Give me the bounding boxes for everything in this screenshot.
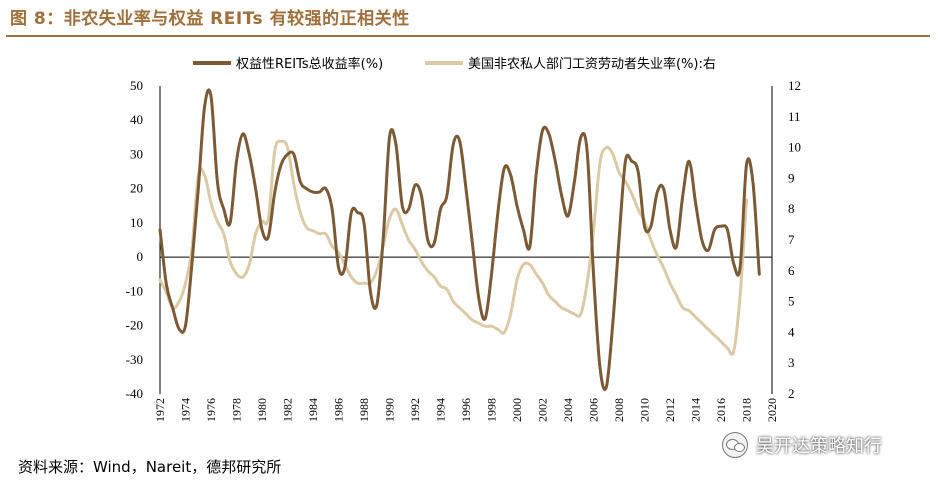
- x-tick-label: 1994: [434, 398, 448, 422]
- left-tick-label: 30: [130, 146, 143, 161]
- x-tick-label: 2018: [740, 398, 754, 422]
- wechat-icon: [722, 432, 748, 458]
- right-tick-label: 9: [788, 170, 795, 185]
- x-tick-label: 1996: [459, 398, 473, 422]
- x-tick-label: 1976: [204, 398, 218, 422]
- right-tick-label: 3: [788, 355, 795, 370]
- watermark-text: 吴开达策略知行: [756, 436, 882, 457]
- left-tick-label: -20: [126, 318, 143, 333]
- x-axis-ticks: 1972 1974 1976 1978 1980 1982 1984 1986 1988 1990…: [153, 398, 779, 422]
- x-tick-label: 2002: [536, 398, 550, 422]
- x-tick-label: 2008: [612, 398, 626, 422]
- x-tick-label: 2006: [587, 398, 601, 422]
- watermark: 吴开达策略知行: [722, 432, 882, 458]
- x-tick-label: 2020: [765, 398, 779, 422]
- title-divider: [6, 35, 930, 37]
- right-tick-label: 7: [788, 232, 795, 247]
- x-tick-label: 1982: [281, 398, 295, 422]
- series-line-reits: [158, 88, 761, 391]
- right-tick-label: 12: [788, 78, 801, 93]
- left-tick-label: -30: [126, 352, 143, 367]
- left-tick-label: 0: [137, 249, 144, 264]
- x-tick-label: 2012: [663, 398, 677, 422]
- right-tick-label: 2: [788, 386, 795, 401]
- x-tick-label: 1988: [357, 398, 371, 422]
- x-tick-label: 2000: [510, 398, 524, 422]
- x-tick-label: 2004: [561, 398, 575, 422]
- left-axis-ticks: 50 40 30 20 10 0 -10 -20 -30 -40: [126, 78, 143, 401]
- left-tick-label: -10: [126, 283, 143, 298]
- legend-label-unemployment: 美国非农私人部门工资劳动者失业率(%):右: [468, 56, 716, 72]
- left-tick-label: 10: [130, 215, 143, 230]
- x-tick-label: 1998: [485, 398, 499, 422]
- x-tick-label: 1980: [255, 398, 269, 422]
- left-tick-label: 50: [130, 78, 143, 93]
- right-axis-ticks: 12 11 10 9 8 7 6 5 4 3 2: [788, 78, 801, 401]
- x-tick-label: 2010: [638, 398, 652, 422]
- x-tick-label: 2014: [689, 398, 703, 422]
- x-tick-label: 1972: [153, 398, 167, 422]
- right-tick-label: 5: [788, 294, 795, 309]
- chart-title: 图 8：非农失业率与权益 REITs 有较强的正相关性: [10, 9, 410, 29]
- left-tick-label: 40: [130, 112, 143, 127]
- series-line-unemployment: [158, 139, 748, 356]
- legend-label-reits: 权益性REITs总收益率(%): [236, 56, 383, 72]
- right-tick-label: 10: [788, 140, 801, 155]
- right-tick-label: 8: [788, 201, 795, 216]
- x-tick-label: 1984: [306, 398, 320, 422]
- x-tick-label: 1978: [230, 398, 244, 422]
- right-tick-label: 11: [788, 109, 801, 124]
- left-tick-label: 20: [130, 181, 143, 196]
- left-tick-label: -40: [126, 386, 143, 401]
- x-tick-label: 1974: [179, 398, 193, 422]
- source-note: 资料来源：Wind，Nareit，德邦研究所: [18, 458, 282, 476]
- x-tick-label: 1992: [408, 398, 422, 422]
- right-tick-label: 6: [788, 263, 795, 278]
- x-tick-label: 2016: [714, 398, 728, 422]
- x-tick-label: 1986: [332, 398, 346, 422]
- legend: 权益性REITs总收益率(%) 美国非农私人部门工资劳动者失业率(%):右: [193, 56, 716, 72]
- right-tick-label: 4: [788, 324, 795, 339]
- x-tick-label: 1990: [383, 398, 397, 422]
